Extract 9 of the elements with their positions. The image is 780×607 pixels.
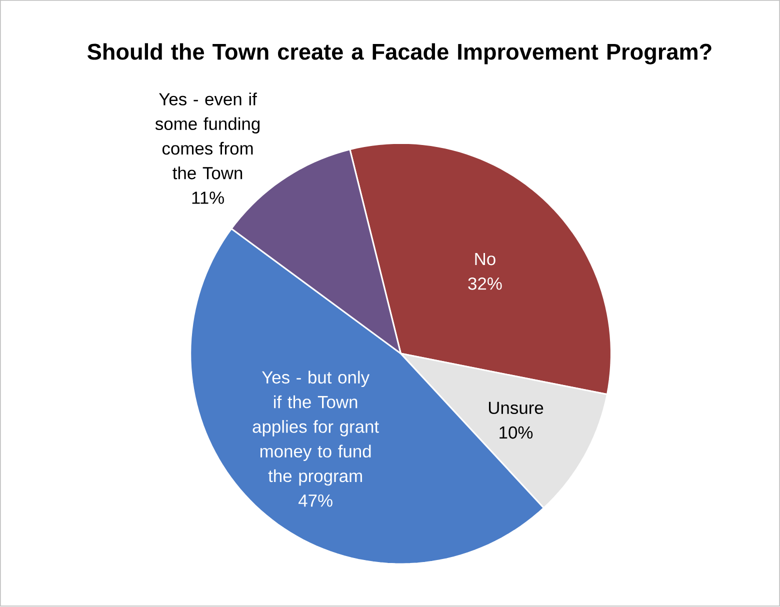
- data-label: 11%: [192, 192, 224, 204]
- slice-label: No: [475, 253, 496, 266]
- slice-label: Yes - even if some funding comes from the Town: [155, 92, 260, 180]
- slice-label: Yes - but only if the Town applies for grant money to fund the program: [252, 371, 379, 486]
- chart-title: Should the Town create a Facade Improvement Program?: [87, 43, 712, 65]
- data-label: 32%: [468, 278, 502, 290]
- data-label: 10%: [500, 426, 533, 439]
- slice-label: Unsure: [488, 402, 544, 414]
- data-label: 47%: [298, 494, 332, 507]
